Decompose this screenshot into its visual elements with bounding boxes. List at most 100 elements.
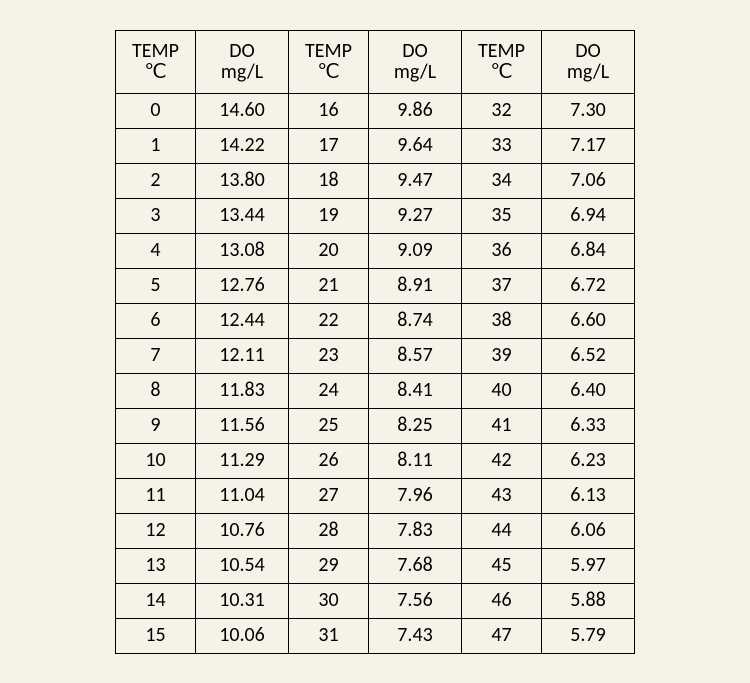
cell-do: 5.88 xyxy=(542,583,635,618)
cell-do: 6.72 xyxy=(542,268,635,303)
cell-do: 10.76 xyxy=(196,513,289,548)
cell-temp: 24 xyxy=(289,373,369,408)
cell-temp: 47 xyxy=(462,618,542,653)
cell-temp: 16 xyxy=(289,93,369,128)
cell-do: 6.40 xyxy=(542,373,635,408)
header-do-unit: mg/L xyxy=(369,62,461,83)
col-header-temp-3: TEMP ℃ xyxy=(462,30,542,93)
cell-temp: 0 xyxy=(116,93,196,128)
cell-temp: 23 xyxy=(289,338,369,373)
cell-do: 11.83 xyxy=(196,373,289,408)
table-row: 1310.54297.68455.97 xyxy=(116,548,635,583)
cell-temp: 2 xyxy=(116,163,196,198)
header-temp-label: TEMP xyxy=(116,41,195,62)
cell-temp: 7 xyxy=(116,338,196,373)
cell-temp: 32 xyxy=(462,93,542,128)
cell-do: 9.64 xyxy=(369,128,462,163)
cell-do: 9.09 xyxy=(369,233,462,268)
table-row: 413.08209.09366.84 xyxy=(116,233,635,268)
cell-temp: 17 xyxy=(289,128,369,163)
cell-temp: 25 xyxy=(289,408,369,443)
cell-do: 6.13 xyxy=(542,478,635,513)
table-header-row: TEMP ℃ DO mg/L TEMP ℃ DO mg/L TEMP ℃ xyxy=(116,30,635,93)
cell-do: 9.27 xyxy=(369,198,462,233)
cell-do: 7.56 xyxy=(369,583,462,618)
cell-do: 11.04 xyxy=(196,478,289,513)
cell-temp: 40 xyxy=(462,373,542,408)
cell-do: 6.06 xyxy=(542,513,635,548)
table-row: 014.60169.86327.30 xyxy=(116,93,635,128)
table-row: 1011.29268.11426.23 xyxy=(116,443,635,478)
cell-temp: 36 xyxy=(462,233,542,268)
header-temp-label: TEMP xyxy=(289,41,368,62)
cell-do: 7.30 xyxy=(542,93,635,128)
cell-temp: 5 xyxy=(116,268,196,303)
cell-temp: 38 xyxy=(462,303,542,338)
cell-do: 7.96 xyxy=(369,478,462,513)
cell-temp: 12 xyxy=(116,513,196,548)
cell-temp: 35 xyxy=(462,198,542,233)
cell-temp: 43 xyxy=(462,478,542,513)
cell-do: 8.74 xyxy=(369,303,462,338)
table-row: 213.80189.47347.06 xyxy=(116,163,635,198)
cell-do: 5.79 xyxy=(542,618,635,653)
table-row: 1111.04277.96436.13 xyxy=(116,478,635,513)
cell-do: 6.94 xyxy=(542,198,635,233)
cell-temp: 21 xyxy=(289,268,369,303)
cell-temp: 8 xyxy=(116,373,196,408)
cell-do: 10.31 xyxy=(196,583,289,618)
table-row: 512.76218.91376.72 xyxy=(116,268,635,303)
cell-do: 8.91 xyxy=(369,268,462,303)
cell-temp: 33 xyxy=(462,128,542,163)
cell-do: 11.29 xyxy=(196,443,289,478)
cell-temp: 28 xyxy=(289,513,369,548)
cell-temp: 20 xyxy=(289,233,369,268)
cell-do: 7.43 xyxy=(369,618,462,653)
header-temp-unit: ℃ xyxy=(462,62,541,83)
header-do-label: DO xyxy=(369,41,461,62)
table-row: 1410.31307.56465.88 xyxy=(116,583,635,618)
header-do-label: DO xyxy=(196,41,288,62)
cell-temp: 44 xyxy=(462,513,542,548)
cell-temp: 34 xyxy=(462,163,542,198)
cell-do: 10.54 xyxy=(196,548,289,583)
cell-temp: 4 xyxy=(116,233,196,268)
cell-do: 9.86 xyxy=(369,93,462,128)
cell-do: 12.44 xyxy=(196,303,289,338)
cell-do: 6.33 xyxy=(542,408,635,443)
header-do-unit: mg/L xyxy=(542,62,634,83)
cell-temp: 9 xyxy=(116,408,196,443)
cell-temp: 6 xyxy=(116,303,196,338)
cell-temp: 13 xyxy=(116,548,196,583)
header-temp-unit: ℃ xyxy=(289,62,368,83)
cell-temp: 11 xyxy=(116,478,196,513)
table-body: 014.60169.86327.30114.22179.64337.17213.… xyxy=(116,93,635,653)
col-header-temp-2: TEMP ℃ xyxy=(289,30,369,93)
col-header-do-2: DO mg/L xyxy=(369,30,462,93)
header-temp-unit: ℃ xyxy=(116,62,195,83)
table-row: 114.22179.64337.17 xyxy=(116,128,635,163)
cell-temp: 31 xyxy=(289,618,369,653)
cell-temp: 14 xyxy=(116,583,196,618)
cell-do: 8.57 xyxy=(369,338,462,373)
col-header-temp-1: TEMP ℃ xyxy=(116,30,196,93)
table-row: 911.56258.25416.33 xyxy=(116,408,635,443)
cell-temp: 46 xyxy=(462,583,542,618)
cell-temp: 27 xyxy=(289,478,369,513)
cell-do: 12.76 xyxy=(196,268,289,303)
cell-do: 9.47 xyxy=(369,163,462,198)
header-do-unit: mg/L xyxy=(196,62,288,83)
cell-do: 14.22 xyxy=(196,128,289,163)
cell-temp: 30 xyxy=(289,583,369,618)
cell-temp: 18 xyxy=(289,163,369,198)
cell-temp: 22 xyxy=(289,303,369,338)
table-header: TEMP ℃ DO mg/L TEMP ℃ DO mg/L TEMP ℃ xyxy=(116,30,635,93)
table-row: 1210.76287.83446.06 xyxy=(116,513,635,548)
cell-do: 8.25 xyxy=(369,408,462,443)
table-row: 612.44228.74386.60 xyxy=(116,303,635,338)
col-header-do-3: DO mg/L xyxy=(542,30,635,93)
cell-temp: 37 xyxy=(462,268,542,303)
cell-do: 6.60 xyxy=(542,303,635,338)
cell-temp: 3 xyxy=(116,198,196,233)
cell-temp: 42 xyxy=(462,443,542,478)
